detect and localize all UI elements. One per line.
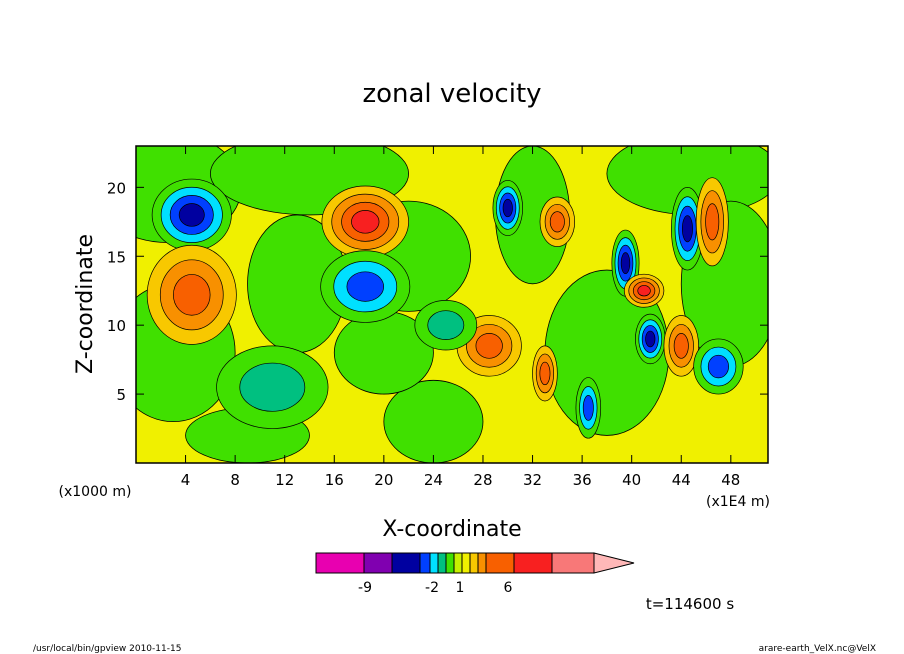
x-tick-label-16: 16	[325, 471, 344, 489]
colorbar-label--9: -9	[358, 580, 372, 596]
y-tick-label-10: 10	[107, 317, 126, 335]
colorbar-cell-7	[453, 552, 463, 574]
blob-4-band-2	[475, 333, 503, 359]
time-label: t=114600 s	[646, 595, 734, 613]
blob-14-band-2	[582, 395, 594, 421]
y-tick-label-5: 5	[116, 386, 126, 404]
blob-8-band-3	[637, 285, 651, 297]
blob-7-band-3	[620, 252, 631, 275]
blob-13-band-2	[707, 354, 729, 379]
colorbar-cell-12	[513, 552, 553, 574]
x-tick-label-44: 44	[672, 471, 691, 489]
colorbar-cell-4	[429, 552, 439, 574]
y-axis-ticks: 5 10 15 20	[107, 179, 768, 404]
x-tick-label-48: 48	[721, 471, 740, 489]
colorbar-cell-1	[363, 552, 393, 574]
x-tick-label-12: 12	[275, 471, 294, 489]
blob-15-band-2	[539, 361, 551, 386]
colorbar-cell-3	[419, 552, 431, 574]
x-unit-label: (x1E4 m)	[706, 494, 770, 510]
footer-right: arare-earth_VelX.nc@VelX	[759, 644, 876, 654]
x-tick-label-40: 40	[622, 471, 641, 489]
blob-5-band-3	[502, 198, 513, 218]
y-tick-label-20: 20	[107, 179, 126, 197]
colorbar-label--2: -2	[425, 580, 439, 596]
colorbar-cell-13	[551, 552, 595, 574]
blob-17-band-1	[239, 362, 306, 412]
contour-field	[136, 146, 768, 463]
blob-1-band-2	[173, 274, 211, 316]
blob-6-band-2	[549, 211, 565, 233]
blob-12-band-2	[673, 333, 689, 359]
x-tick-label-28: 28	[473, 471, 492, 489]
x-tick-label-8: 8	[230, 471, 240, 489]
colorbar-cell-0	[315, 552, 365, 574]
colorbar-label-1: 1	[456, 580, 465, 596]
footer-left: /usr/local/bin/gpview 2010-11-15	[33, 644, 181, 654]
x-axis-label: X-coordinate	[382, 517, 521, 542]
x-tick-label-20: 20	[374, 471, 393, 489]
chart-title: zonal velocity	[362, 79, 541, 109]
y-unit-label: (x1000 m)	[59, 484, 132, 500]
blob-10-band-2	[705, 203, 720, 241]
blob-16-band-1	[427, 310, 465, 340]
colorbar-cell-8	[461, 552, 471, 574]
x-tick-label-36: 36	[573, 471, 592, 489]
colorbar-cell-10	[477, 552, 487, 574]
colorbar-cell-11	[485, 552, 515, 574]
colorbar-cell-5	[437, 552, 447, 574]
colorbar-cell-2	[391, 552, 421, 574]
blob-3-band-2	[346, 271, 384, 302]
plot-frame	[135, 145, 769, 464]
blob-9-band-3	[681, 215, 693, 243]
blob-2-band-3	[351, 210, 380, 234]
colorbar-cell-6	[445, 552, 455, 574]
colorbar-cell-9	[469, 552, 479, 574]
colorbar-label-6: 6	[504, 580, 513, 596]
x-tick-label-32: 32	[523, 471, 542, 489]
blob-11-band-3	[645, 330, 656, 348]
y-axis-label: Z-coordinate	[73, 234, 98, 374]
colorbar: -9 -2 1 6	[315, 552, 635, 596]
blob-0-band-3	[178, 203, 205, 227]
x-tick-label-24: 24	[424, 471, 443, 489]
y-tick-label-15: 15	[107, 248, 126, 266]
colorbar-arrow	[593, 552, 635, 574]
x-axis-ticks: 4 8 12 16 20 24 28 32 36 40 44 48	[181, 146, 740, 489]
x-tick-label-4: 4	[181, 471, 191, 489]
